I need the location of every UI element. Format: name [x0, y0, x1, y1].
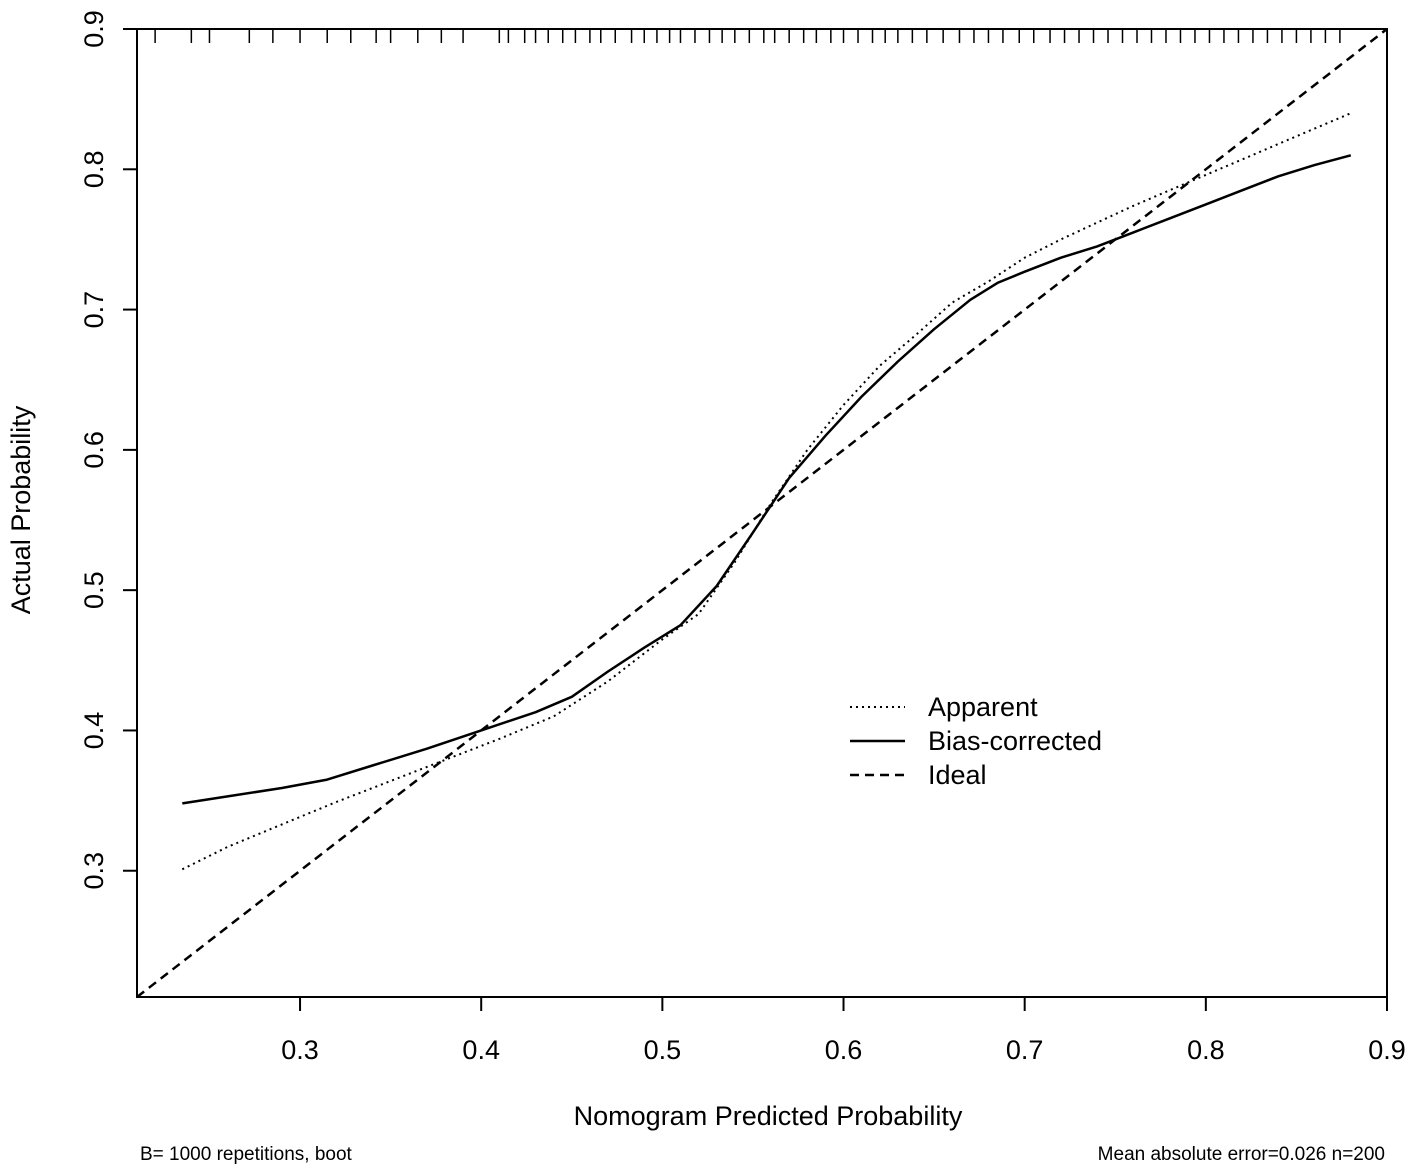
- legend-bias-corrected-label: Bias-corrected: [928, 726, 1102, 756]
- y-tick-label: 0.4: [79, 712, 109, 750]
- x-tick-label: 0.7: [1006, 1035, 1044, 1065]
- x-axis: 0.3 0.4 0.5 0.6 0.7 0.8 0.9: [281, 997, 1406, 1065]
- y-tick-label: 0.5: [79, 571, 109, 609]
- x-tick-label: 0.6: [825, 1035, 863, 1065]
- x-tick-label: 0.3: [281, 1035, 319, 1065]
- footer-right: Mean absolute error=0.026 n=200: [1098, 1144, 1385, 1165]
- x-tick-label: 0.4: [462, 1035, 500, 1065]
- y-tick-label: 0.8: [79, 151, 109, 189]
- x-axis-title: Nomogram Predicted Probability: [574, 1101, 963, 1131]
- series-layer: [136, 28, 1388, 998]
- y-tick-label: 0.7: [79, 291, 109, 329]
- footer-left: B= 1000 repetitions, boot: [140, 1144, 353, 1165]
- series-ideal-line: [136, 28, 1388, 998]
- legend-ideal-label: Ideal: [928, 760, 987, 790]
- x-tick-label: 0.5: [644, 1035, 682, 1065]
- rug-layer: [154, 29, 1341, 43]
- y-tick-label: 0.3: [79, 852, 109, 890]
- x-tick-label: 0.8: [1187, 1035, 1225, 1065]
- y-tick-label: 0.9: [79, 10, 109, 48]
- y-tick-label: 0.6: [79, 431, 109, 469]
- legend: Apparent Bias-corrected Ideal: [850, 692, 1102, 790]
- y-axis: 0.3 0.4 0.5 0.6 0.7 0.8 0.9: [79, 10, 137, 890]
- series-apparent-line: [181, 112, 1352, 871]
- series-bias-corrected-line: [182, 154, 1352, 805]
- x-tick-label: 0.9: [1368, 1035, 1406, 1065]
- y-axis-title: Actual Probability: [6, 405, 36, 614]
- legend-apparent-label: Apparent: [928, 692, 1038, 722]
- plot-frame: [136, 28, 1388, 998]
